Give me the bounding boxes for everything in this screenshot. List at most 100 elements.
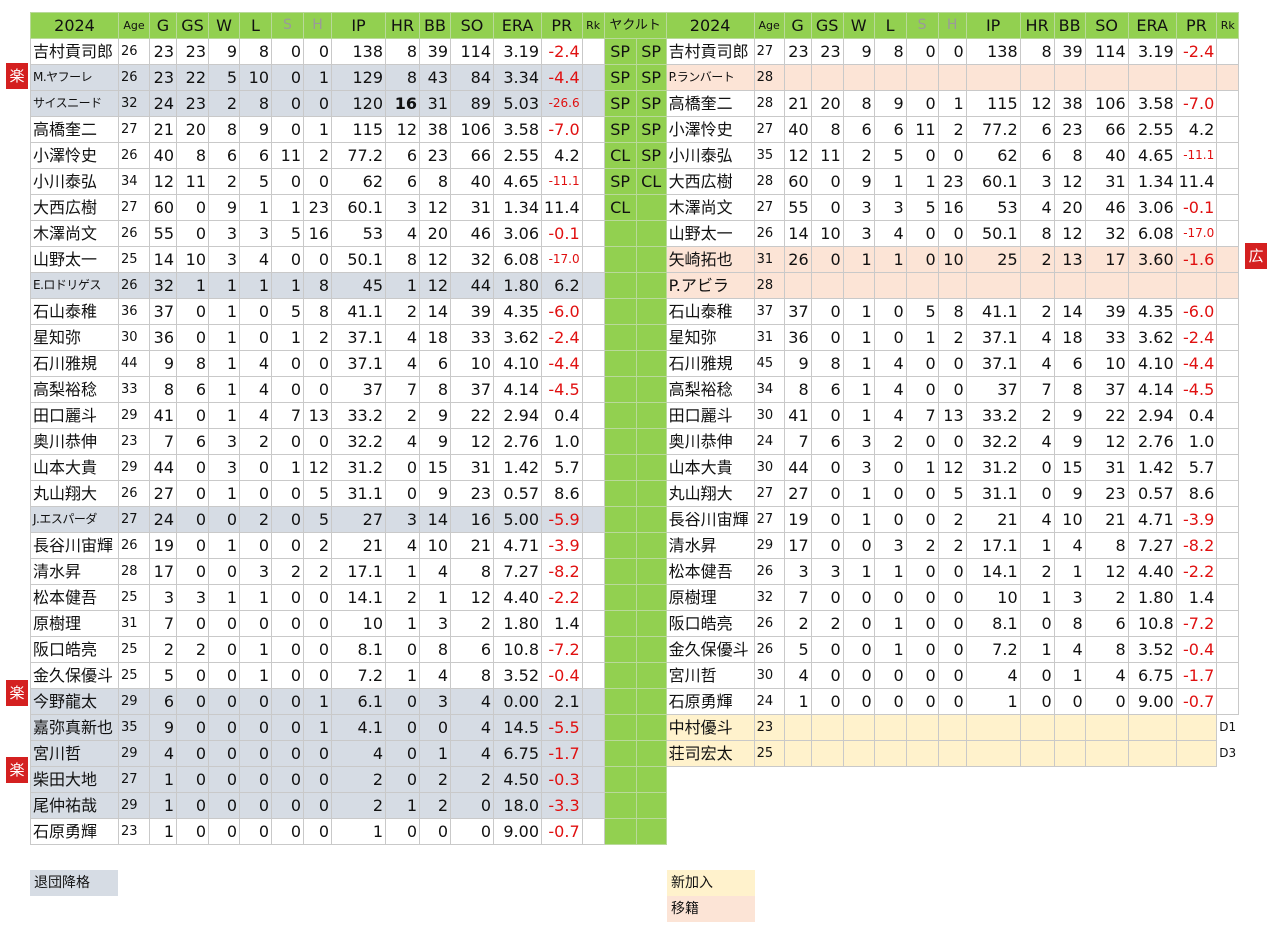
stat-so: 12 <box>1084 428 1129 455</box>
empty-cell <box>1176 792 1217 819</box>
stat-hr: 7 <box>385 376 420 403</box>
stat-era: 10.8 <box>493 636 542 663</box>
stat-h: 0 <box>937 610 967 637</box>
stat-rk <box>581 246 605 273</box>
stat-w: 9 <box>842 38 875 65</box>
stat-ip: 7.2 <box>331 662 386 689</box>
stat-bb: 23 <box>1053 116 1086 143</box>
empty-cell <box>811 792 844 819</box>
stat-pr: -4.5 <box>1175 376 1218 403</box>
role-2024 <box>603 298 637 325</box>
stat-l: 8 <box>873 38 907 65</box>
header-s-right: S <box>905 12 939 39</box>
stat-g: 40 <box>783 116 812 143</box>
stat-rk <box>1216 454 1240 481</box>
player-age: 44 <box>118 350 150 377</box>
stat-so: 0 <box>450 818 494 845</box>
stat-so <box>1084 272 1129 299</box>
player-name: 阪口皓亮 <box>30 636 119 663</box>
stat-hr: 4 <box>385 532 420 559</box>
stat-pr: 2.1 <box>541 688 583 715</box>
stat-hr: 8 <box>1019 220 1055 247</box>
stat-hr: 2 <box>385 402 420 429</box>
stat-rk <box>581 38 605 65</box>
stat-rk <box>1216 90 1240 117</box>
stat-ip: 4 <box>965 662 1021 689</box>
stat-gs: 23 <box>176 38 209 65</box>
stat-w: 8 <box>842 90 875 117</box>
table-row: 阪口皓亮 25 2 2 0 1 0 0 8.1 0 8 6 10.8 -7.2 金久保優斗 26 5 0 0 1 0 0 7… <box>30 636 1240 663</box>
stat-bb: 1 <box>419 740 451 767</box>
stat-rk <box>581 142 605 169</box>
stat-g: 19 <box>783 506 812 533</box>
empty-cell <box>843 792 875 819</box>
empty-cell <box>1176 766 1217 793</box>
stat-era: 3.19 <box>493 38 542 65</box>
stat-ip: 37.1 <box>965 324 1021 351</box>
stat-l: 4 <box>873 220 907 247</box>
stat-gs: 0 <box>176 688 209 715</box>
player-age: 25 <box>118 662 150 689</box>
stat-h: 2 <box>937 116 967 143</box>
stat-h: 8 <box>937 298 967 325</box>
stat-so: 40 <box>1084 142 1129 169</box>
stat-pr: 0.4 <box>1175 402 1218 429</box>
stat-h: 0 <box>937 142 967 169</box>
stat-l: 1 <box>873 636 907 663</box>
empty-cell <box>966 818 1021 845</box>
stat-pr: -3.9 <box>541 532 583 559</box>
stat-h <box>937 64 967 91</box>
player-age: 45 <box>753 350 785 377</box>
player-age: 34 <box>753 376 785 403</box>
stat-so: 4 <box>1084 662 1129 689</box>
stat-w: 3 <box>842 220 875 247</box>
stat-rk <box>1216 402 1240 429</box>
stat-era: 4.10 <box>493 350 542 377</box>
stat-rk <box>581 636 605 663</box>
player-name: P.ランバート <box>665 64 755 91</box>
stat-l: 1 <box>873 610 907 637</box>
stat-so: 44 <box>450 272 494 299</box>
stat-s: 1 <box>271 454 304 481</box>
stat-h: 16 <box>303 220 332 247</box>
stat-bb: 20 <box>419 220 451 247</box>
stat-bb: 43 <box>419 64 451 91</box>
stat-ip: 138 <box>331 38 386 65</box>
stat-hr: 4 <box>1019 428 1055 455</box>
player-name: J.エスパーダ <box>30 506 119 533</box>
player-name: 清水昇 <box>665 532 755 559</box>
stat-hr: 2 <box>385 584 420 611</box>
stat-ip: 1 <box>331 818 386 845</box>
stat-so: 8 <box>1084 636 1129 663</box>
stat-hr: 0 <box>385 740 420 767</box>
table-row: 長谷川宙輝 26 19 0 1 0 0 2 21 4 10 21 4.71 -3.9 清水昇 29 17 0 0 3 2… <box>30 532 1240 559</box>
stat-era: 4.65 <box>493 168 542 195</box>
stat-gs: 0 <box>810 168 844 195</box>
stat-w: 1 <box>842 480 875 507</box>
stat-rk <box>1216 662 1240 689</box>
empty-cell <box>938 818 967 845</box>
stat-w <box>842 272 875 299</box>
stat-w: 2 <box>208 168 240 195</box>
stat-ip: 2 <box>331 792 386 819</box>
stat-so: 4 <box>450 688 494 715</box>
stat-w: 1 <box>842 350 875 377</box>
stat-gs: 0 <box>176 740 209 767</box>
stat-w: 6 <box>842 116 875 143</box>
player-age: 23 <box>118 818 150 845</box>
player-name: 大西広樹 <box>665 168 755 195</box>
stat-rk <box>1216 64 1240 91</box>
stat-s: 0 <box>271 506 304 533</box>
stat-gs: 0 <box>810 246 844 273</box>
stat-l: 3 <box>873 532 907 559</box>
stat-h: 2 <box>303 142 332 169</box>
stat-ip: 37.1 <box>331 350 386 377</box>
stat-gs: 0 <box>810 688 844 715</box>
role-2024: SP <box>603 116 637 143</box>
stat-hr: 1 <box>385 558 420 585</box>
stat-ip: 10 <box>965 584 1021 611</box>
player-name: 大西広樹 <box>30 194 119 221</box>
stat-era: 3.06 <box>493 220 542 247</box>
stat-l: 0 <box>239 714 272 741</box>
stat-gs <box>810 740 844 767</box>
